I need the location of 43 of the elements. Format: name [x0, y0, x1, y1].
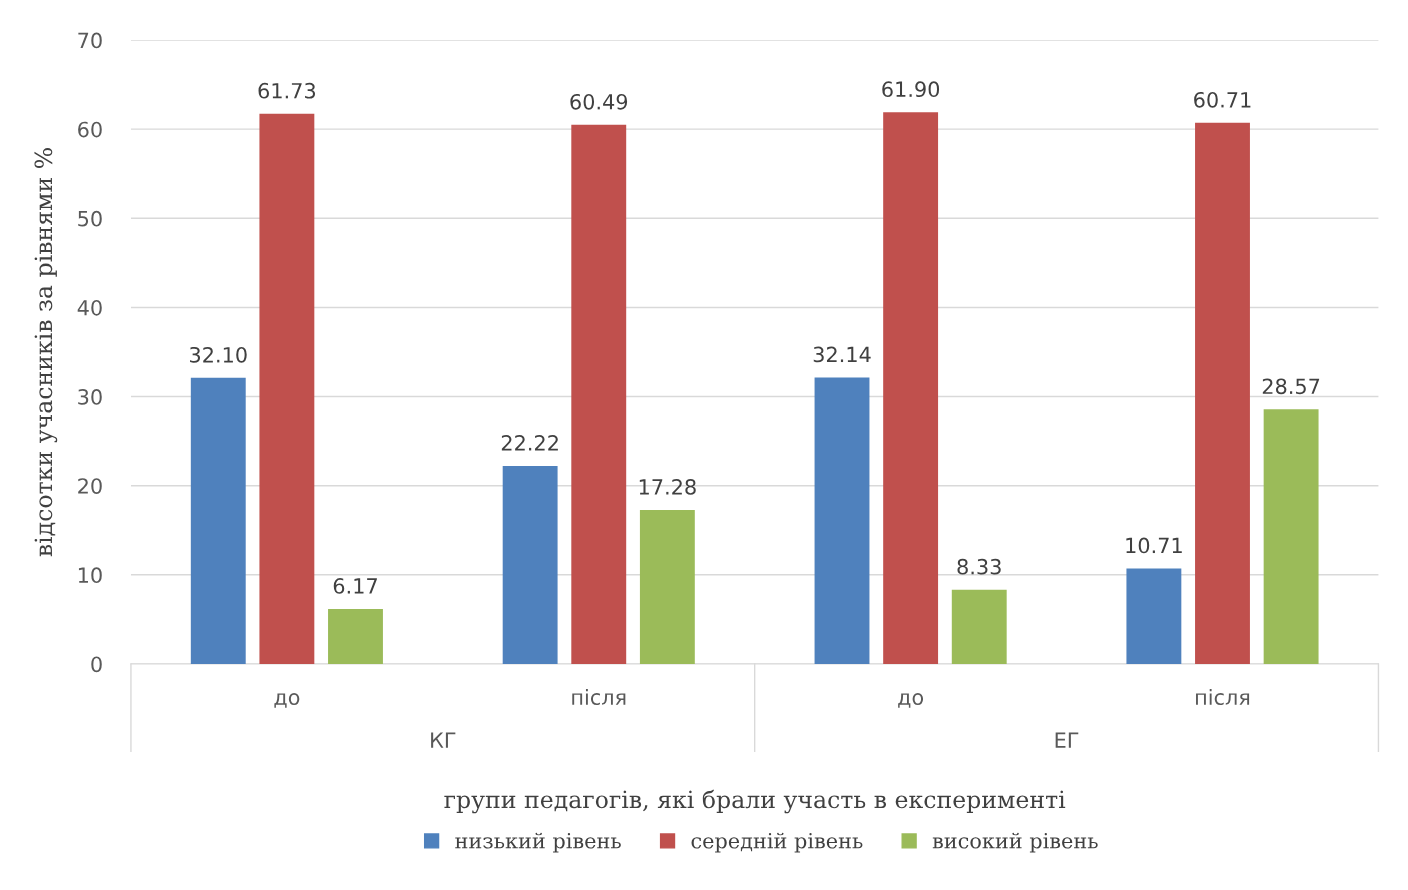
x-tick-label: до: [898, 693, 924, 708]
data-label: 32.14: [813, 346, 871, 363]
text: КГ: [431, 732, 456, 748]
bar: [951, 589, 1007, 664]
data-label: 61.73: [258, 82, 316, 99]
x-axis-title: групи педагогів, які брали участь в експерименті: [444, 789, 1066, 814]
bar: [328, 608, 383, 664]
legend-label: низький рівень: [455, 832, 621, 853]
bar: [883, 112, 939, 664]
y-tick-label: 0: [91, 656, 102, 673]
bar: [190, 377, 246, 664]
y-axis-title: відсотки учасників за рівнями %: [34, 148, 58, 557]
data-label: 22.22: [501, 434, 558, 451]
bar: [1263, 409, 1319, 664]
data-label: 10.71: [1126, 537, 1182, 554]
bar: [639, 509, 695, 664]
data-label: 60.71: [1194, 91, 1251, 108]
y-tick-label: 50: [78, 210, 102, 227]
x-tick-label: після: [572, 688, 626, 706]
data-label: 8.33: [957, 558, 1001, 575]
legend-label: середній рівень: [691, 832, 863, 853]
data-label: 61.90: [882, 81, 940, 98]
data-label: 17.28: [639, 479, 696, 495]
bar: [571, 124, 627, 664]
bar: [1195, 122, 1250, 664]
bar: [814, 377, 870, 664]
y-tick-label: 70: [78, 32, 102, 49]
bar: [1126, 568, 1182, 664]
data-label: 32.10: [190, 346, 247, 363]
bar: [502, 465, 558, 664]
y-tick-label: 40: [77, 299, 102, 316]
x-tick-label: після: [1196, 688, 1250, 706]
bar: [259, 113, 315, 664]
x-tick-label: до: [274, 693, 300, 708]
data-label: 60.49: [570, 93, 628, 110]
y-tick-label: 60: [78, 121, 102, 138]
y-tick-label: 30: [78, 389, 102, 405]
text: ЕГ: [1055, 732, 1079, 748]
data-label: 28.57: [1262, 378, 1320, 395]
y-tick-label: 10: [78, 567, 102, 584]
y-tick-label: 20: [78, 478, 102, 494]
data-label: 6.17: [333, 578, 377, 594]
legend-label: високий рівень: [932, 832, 1098, 853]
